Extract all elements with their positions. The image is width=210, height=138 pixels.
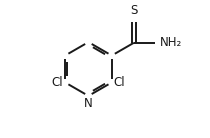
Text: Cl: Cl — [51, 76, 63, 89]
Text: N: N — [84, 97, 93, 110]
Text: S: S — [130, 4, 138, 17]
Text: NH₂: NH₂ — [159, 36, 182, 49]
Text: Cl: Cl — [114, 76, 125, 89]
